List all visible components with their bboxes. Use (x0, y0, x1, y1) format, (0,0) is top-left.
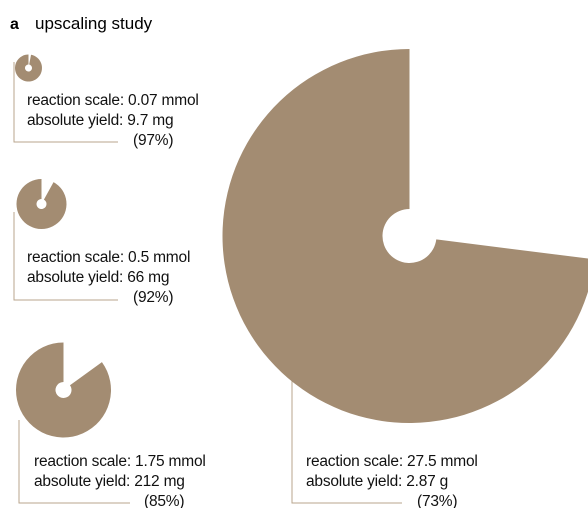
percent-label-2: (92%) (133, 289, 173, 306)
yield-slice-2 (16, 179, 67, 229)
yield-slice-3 (16, 342, 112, 438)
scale-label-3: reaction scale: 1.75 mmol (34, 453, 206, 470)
leader-line-2 (13, 212, 118, 301)
leader-line-1 (13, 62, 118, 143)
panel-letter: a (10, 16, 19, 33)
scale-label-2: reaction scale: 0.5 mmol (27, 249, 190, 266)
leader-line-4 (291, 380, 402, 504)
chart-title: upscaling study (35, 14, 153, 33)
scale-label-1: reaction scale: 0.07 mmol (27, 92, 199, 109)
yield-label-4: absolute yield: 2.87 g (306, 473, 448, 490)
yield-label-1: absolute yield: 9.7 mg (27, 112, 173, 129)
yield-label-2: absolute yield: 66 mg (27, 269, 169, 286)
scale-label-4: reaction scale: 27.5 mmol (306, 453, 478, 470)
yield-slice-1 (15, 54, 43, 82)
yield-label-3: absolute yield: 212 mg (34, 473, 185, 490)
leader-line-3 (18, 420, 130, 504)
percent-label-4: (73%) (417, 493, 457, 508)
percent-label-1: (97%) (133, 132, 173, 149)
yield-slice-4 (222, 49, 588, 423)
percent-label-3: (85%) (144, 493, 184, 508)
